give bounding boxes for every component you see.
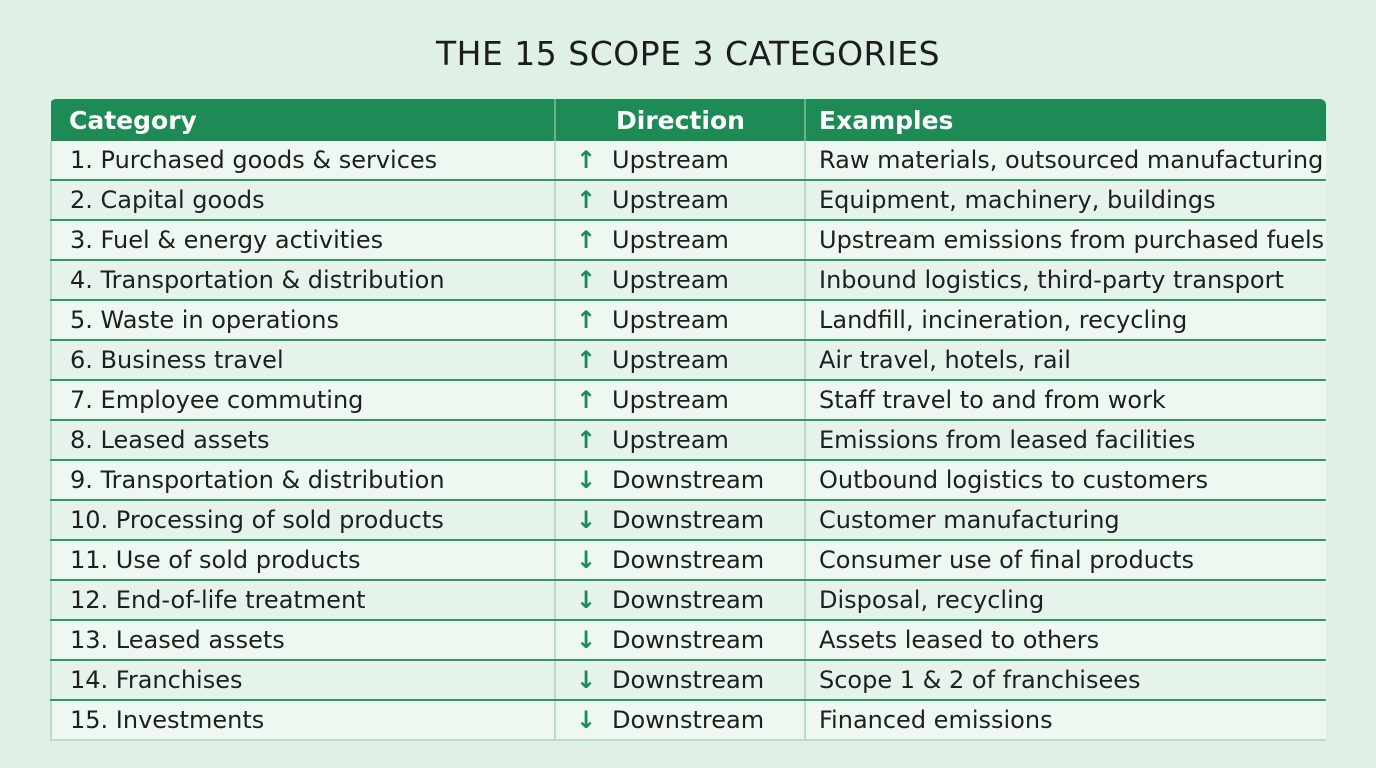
- arrow-up-icon: ↑: [575, 266, 597, 294]
- table-row: 5. Waste in operations ↑ Upstream Landfill,…: [50, 300, 1326, 341]
- examples-cell: Landfill, incineration, recycling: [805, 300, 1326, 341]
- direction-cell: ↓ Downstream: [555, 500, 806, 541]
- header-direction: Direction: [555, 99, 806, 141]
- direction-cell: ↑ Upstream: [555, 220, 806, 261]
- direction-label: Upstream: [612, 146, 729, 174]
- arrow-down-icon: ↓: [575, 586, 597, 614]
- category-cell: 2. Capital goods: [50, 180, 556, 221]
- table-row: 14. Franchises ↓ Downstream Scope 1 & 2 of …: [50, 660, 1326, 701]
- arrow-up-icon: ↑: [575, 346, 597, 374]
- direction-cell: ↓ Downstream: [555, 620, 806, 661]
- table-row: 8. Leased assets ↑ Upstream Emissions from …: [50, 420, 1326, 461]
- direction-cell: ↓ Downstream: [555, 460, 806, 501]
- direction-cell: ↑ Upstream: [555, 380, 806, 421]
- arrow-down-icon: ↓: [575, 666, 597, 694]
- table-row: 3. Fuel & energy activities ↑ Upstream Upst…: [50, 220, 1326, 261]
- direction-label: Downstream: [612, 506, 765, 534]
- direction-label: Downstream: [612, 466, 765, 494]
- examples-cell: Scope 1 & 2 of franchisees: [805, 660, 1326, 701]
- category-cell: 7. Employee commuting: [50, 380, 556, 421]
- examples-cell: Inbound logistics, third-party transport: [805, 260, 1326, 301]
- category-cell: 12. End-of-life treatment: [50, 580, 556, 621]
- category-cell: 3. Fuel & energy activities: [50, 220, 556, 261]
- direction-label: Upstream: [612, 306, 729, 334]
- scope3-table: Category Direction Examples 1. Purchased…: [50, 99, 1326, 741]
- header-row: Category Direction Examples: [51, 99, 1326, 141]
- direction-label: Upstream: [612, 346, 729, 374]
- header-examples: Examples: [805, 99, 1326, 141]
- direction-cell: ↓ Downstream: [555, 580, 806, 621]
- examples-cell: Air travel, hotels, rail: [805, 340, 1326, 381]
- direction-cell: ↑ Upstream: [555, 300, 806, 341]
- arrow-up-icon: ↑: [575, 186, 597, 214]
- direction-cell: ↓ Downstream: [555, 700, 806, 741]
- table-row: 7. Employee commuting ↑ Upstream Staff trav…: [50, 380, 1326, 421]
- examples-cell: Upstream emissions from purchased fuels: [805, 220, 1326, 261]
- examples-cell: Customer manufacturing: [805, 500, 1326, 541]
- category-cell: 9. Transportation & distribution: [50, 460, 556, 501]
- table-row: 10. Processing of sold products ↓ Downstre…: [50, 500, 1326, 541]
- direction-label: Downstream: [612, 586, 765, 614]
- category-cell: 11. Use of sold products: [50, 540, 556, 581]
- category-cell: 8. Leased assets: [50, 420, 556, 461]
- direction-cell: ↑ Upstream: [555, 180, 806, 221]
- arrow-up-icon: ↑: [575, 146, 597, 174]
- direction-label: Upstream: [612, 186, 729, 214]
- category-cell: 1. Purchased goods & services: [50, 141, 556, 181]
- examples-cell: Assets leased to others: [805, 620, 1326, 661]
- scope3-table-container: Category Direction Examples 1. Purchased…: [50, 99, 1326, 741]
- direction-label: Upstream: [612, 386, 729, 414]
- category-cell: 15. Investments: [50, 700, 556, 741]
- arrow-up-icon: ↑: [575, 386, 597, 414]
- examples-cell: Staff travel to and from work: [805, 380, 1326, 421]
- page-title: THE 15 SCOPE 3 CATEGORIES: [435, 34, 941, 73]
- table-row: 15. Investments ↓ Downstream Financed emiss…: [50, 700, 1326, 741]
- examples-cell: Emissions from leased facilities: [805, 420, 1326, 461]
- arrow-up-icon: ↑: [575, 426, 597, 454]
- category-cell: 6. Business travel: [50, 340, 556, 381]
- table-row: 9. Transportation & distribution ↓ Downstr…: [50, 460, 1326, 501]
- examples-cell: Outbound logistics to customers: [805, 460, 1326, 501]
- direction-cell: ↓ Downstream: [555, 660, 806, 701]
- direction-label: Downstream: [612, 666, 765, 694]
- direction-cell: ↑ Upstream: [555, 260, 806, 301]
- table-row: 1. Purchased goods & services ↑ Upstream Ra…: [50, 141, 1326, 181]
- table-body: 1. Purchased goods & services ↑ Upstream Ra…: [50, 141, 1326, 741]
- arrow-down-icon: ↓: [575, 546, 597, 574]
- examples-cell: Raw materials, outsourced manufacturing: [805, 141, 1326, 181]
- table-header: Category Direction Examples: [51, 99, 1326, 141]
- arrow-up-icon: ↑: [575, 226, 597, 254]
- table-row: 6. Business travel ↑ Upstream Air travel, h…: [50, 340, 1326, 381]
- direction-cell: ↑ Upstream: [555, 420, 806, 461]
- direction-cell: ↑ Upstream: [555, 141, 806, 181]
- arrow-down-icon: ↓: [575, 626, 597, 654]
- direction-label: Downstream: [612, 626, 765, 654]
- direction-cell: ↓ Downstream: [555, 540, 806, 581]
- arrow-down-icon: ↓: [575, 506, 597, 534]
- category-cell: 14. Franchises: [50, 660, 556, 701]
- category-cell: 10. Processing of sold products: [50, 500, 556, 541]
- examples-cell: Disposal, recycling: [805, 580, 1326, 621]
- category-cell: 4. Transportation & distribution: [50, 260, 556, 301]
- direction-label: Upstream: [612, 226, 729, 254]
- table-row: 12. End-of-life treatment ↓ Downstream Disp…: [50, 580, 1326, 621]
- table-row: 2. Capital goods ↑ Upstream Equipment, mach…: [50, 180, 1326, 221]
- direction-label: Downstream: [612, 546, 765, 574]
- direction-label: Upstream: [612, 266, 729, 294]
- arrow-down-icon: ↓: [575, 466, 597, 494]
- arrow-down-icon: ↓: [575, 706, 597, 734]
- header-category: Category: [51, 99, 556, 141]
- category-cell: 5. Waste in operations: [50, 300, 556, 341]
- table-row: 11. Use of sold products ↓ Downstream Consu…: [50, 540, 1326, 581]
- arrow-up-icon: ↑: [575, 306, 597, 334]
- category-cell: 13. Leased assets: [50, 620, 556, 661]
- table-row: 4. Transportation & distribution ↑ Upstrea…: [50, 260, 1326, 301]
- examples-cell: Equipment, machinery, buildings: [805, 180, 1326, 221]
- direction-label: Upstream: [612, 426, 729, 454]
- direction-cell: ↑ Upstream: [555, 340, 806, 381]
- table-row: 13. Leased assets ↓ Downstream Assets lease…: [50, 620, 1326, 661]
- examples-cell: Consumer use of final products: [805, 540, 1326, 581]
- direction-label: Downstream: [612, 706, 765, 734]
- examples-cell: Financed emissions: [805, 700, 1326, 741]
